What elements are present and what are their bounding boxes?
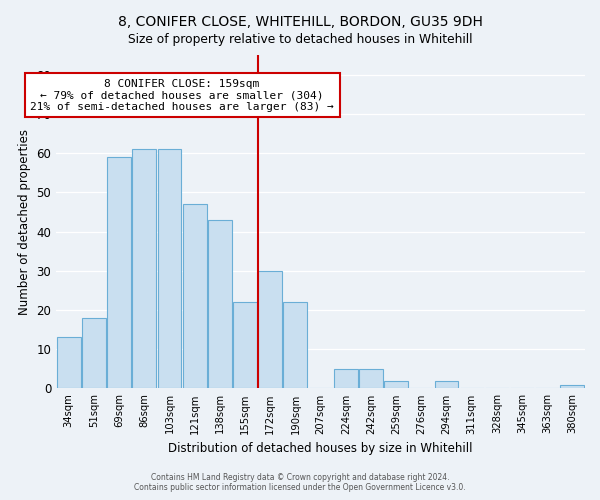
Text: Contains HM Land Registry data © Crown copyright and database right 2024.
Contai: Contains HM Land Registry data © Crown c… [134,473,466,492]
Text: 8 CONIFER CLOSE: 159sqm
← 79% of detached houses are smaller (304)
21% of semi-d: 8 CONIFER CLOSE: 159sqm ← 79% of detache… [30,78,334,112]
Bar [283,302,307,388]
Bar [133,149,156,388]
Bar [82,318,106,388]
Bar [183,204,206,388]
Text: 8, CONIFER CLOSE, WHITEHILL, BORDON, GU35 9DH: 8, CONIFER CLOSE, WHITEHILL, BORDON, GU3… [118,15,482,29]
Bar [208,220,232,388]
Bar [560,384,584,388]
Text: Size of property relative to detached houses in Whitehill: Size of property relative to detached ho… [128,32,472,46]
Bar [158,149,181,388]
X-axis label: Distribution of detached houses by size in Whitehill: Distribution of detached houses by size … [169,442,473,455]
Bar [434,380,458,388]
Bar [57,338,81,388]
Bar [384,380,408,388]
Bar [334,369,358,388]
Bar [107,157,131,388]
Bar [258,270,282,388]
Bar [359,369,383,388]
Y-axis label: Number of detached properties: Number of detached properties [18,128,31,314]
Bar [233,302,257,388]
